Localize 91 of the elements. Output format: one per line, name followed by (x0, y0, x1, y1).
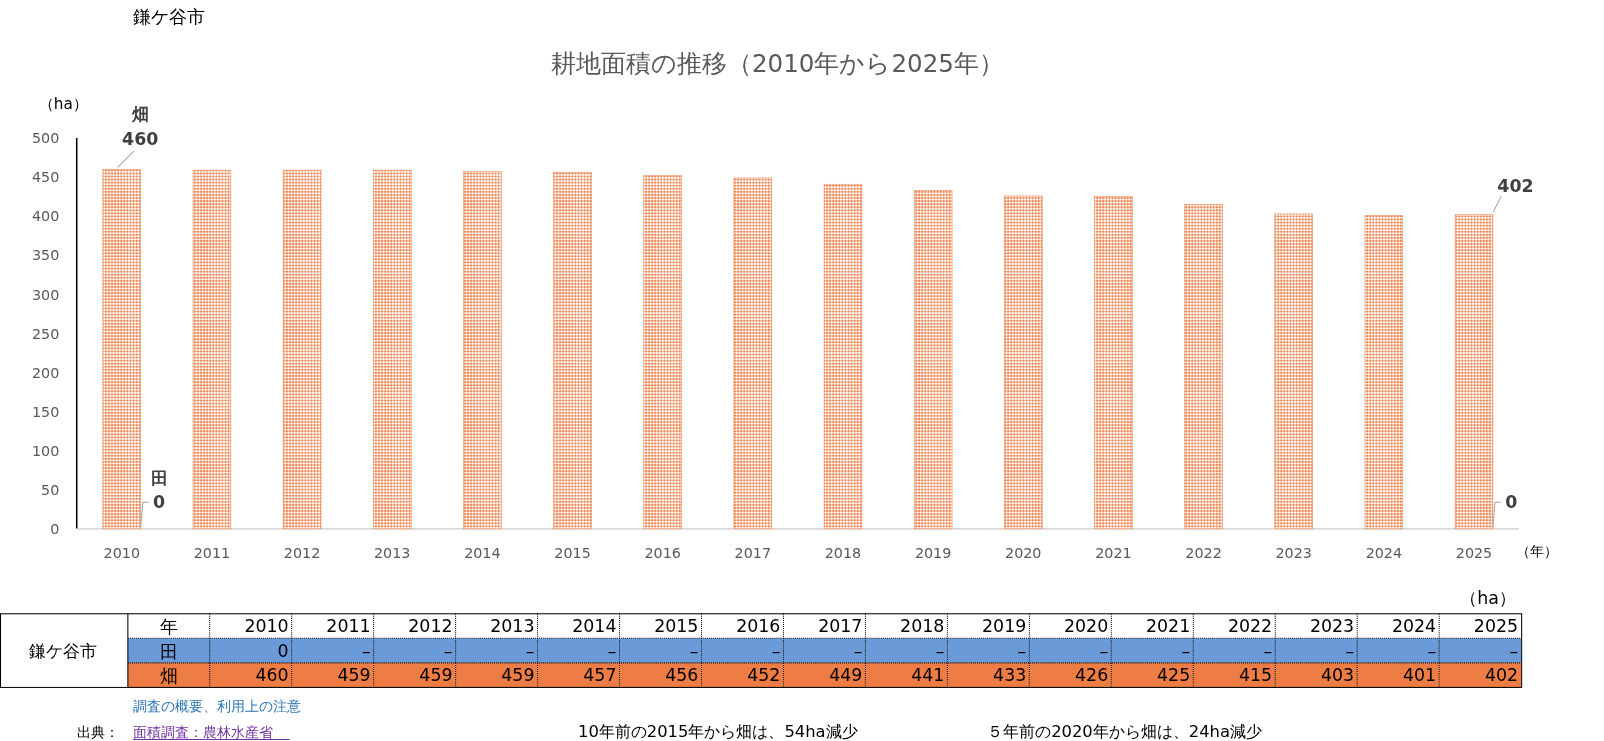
x-tick-label: 2022 (1227, 616, 1273, 637)
y-tick-label: 100 (32, 442, 60, 459)
text: – (1181, 640, 1191, 661)
x-tick-label: 2025 (1455, 544, 1493, 561)
text: – (443, 640, 453, 661)
y-tick-label: 150 (32, 403, 60, 420)
x-tick-label: 2015 (654, 616, 699, 637)
text: – (771, 640, 781, 661)
text: – (935, 640, 945, 661)
y-tick-label: 300 (32, 286, 60, 303)
text: 10年前の2015年から畑は、54ha減少 (577, 721, 858, 741)
annotation: 0 (1505, 492, 1518, 513)
y-tick-label: 0 (50, 520, 60, 537)
x-tick-label: 2018 (900, 616, 945, 637)
text: – (689, 640, 699, 661)
x-tick-label: 2020 (1064, 616, 1109, 637)
x-tick-label: 2013 (374, 544, 411, 561)
x-tick-label: 2015 (554, 544, 591, 561)
data-label: 456 (665, 665, 699, 686)
data-label: 460 (255, 665, 289, 686)
data-label: 459 (337, 665, 371, 686)
chart-title: 耕地面積の推移（2010年から2025年） (550, 48, 1004, 78)
data-label: 452 (747, 665, 781, 686)
y-tick-label: 450 (32, 169, 60, 186)
data-label: 426 (1075, 665, 1109, 686)
x-tick-label: 2014 (572, 616, 617, 637)
x-tick-label: 2014 (464, 544, 501, 561)
y-tick-label: 200 (32, 364, 60, 381)
data-label: 449 (829, 665, 863, 686)
x-tick-label: 2019 (982, 616, 1027, 637)
x-tick-label: 2018 (824, 544, 862, 561)
x-tick-label: 2012 (408, 616, 453, 637)
text: – (607, 640, 617, 661)
y-tick-label: 350 (32, 247, 60, 264)
y-tick-label: 400 (32, 208, 60, 225)
x-tick-label: 2017 (818, 616, 863, 637)
text: （ha） (1460, 587, 1517, 608)
data-label: 459 (419, 665, 453, 686)
text: – (525, 640, 535, 661)
x-tick-label: 2017 (734, 544, 772, 561)
chart-subtitle: 鎌ケ谷市 (132, 5, 205, 27)
text: ５年前の2020年から畑は、24ha減少 (987, 721, 1262, 741)
x-tick-label: 2023 (1275, 544, 1312, 561)
x-tick-label: 2011 (326, 616, 371, 637)
text: – (853, 640, 863, 661)
text: – (361, 640, 371, 661)
data-label: 403 (1320, 665, 1355, 686)
y-axis-title: （ha） (38, 95, 88, 114)
x-tick-label: 2024 (1391, 616, 1437, 637)
x-tick-label: 2010 (244, 616, 289, 637)
source-note: 出典： (76, 723, 119, 740)
data-label: 0 (277, 640, 289, 661)
x-tick-label: 2024 (1365, 544, 1403, 561)
data-label: 401 (1402, 665, 1437, 686)
x-tick-label: 2021 (1095, 544, 1132, 561)
x-tick-label: 2021 (1145, 616, 1191, 637)
y-tick-label: 250 (32, 325, 60, 342)
x-tick-label: 2013 (490, 616, 535, 637)
x-tick-label: 2016 (644, 544, 681, 561)
x-tick-label: 2023 (1309, 616, 1355, 637)
data-label: 460 (122, 128, 159, 149)
y-tick-label: 500 (32, 130, 60, 147)
x-axis-title: 年 (159, 616, 178, 638)
x-tick-label: 2019 (914, 544, 952, 561)
data-label: 425 (1157, 665, 1191, 686)
x-tick-label: 2022 (1185, 544, 1222, 561)
x-tick-label: 2025 (1473, 616, 1519, 637)
text: 調査の概要、利用上の注意 (132, 697, 301, 714)
text: – (1263, 640, 1273, 661)
text: 面積調査：農林水産省 (132, 723, 273, 740)
x-tick-label: 2010 (103, 544, 141, 561)
text: – (1345, 640, 1355, 661)
data-label: 441 (911, 665, 945, 686)
x-tick-label: 2012 (283, 544, 321, 561)
data-label: 402 (1497, 176, 1534, 197)
y-axis-title: 鎌ケ谷市 (29, 640, 98, 661)
data-label: 433 (993, 665, 1027, 686)
text: – (1509, 640, 1519, 661)
x-axis-title: （年） (1516, 543, 1559, 560)
data-label: 415 (1239, 665, 1273, 686)
data-label: 402 (1484, 665, 1519, 686)
text: 畑 (130, 104, 149, 125)
x-tick-label: 2016 (736, 616, 781, 637)
y-tick-label: 50 (41, 481, 60, 498)
data-label: 457 (583, 665, 617, 686)
x-tick-label: 2011 (193, 544, 231, 561)
data-label: 459 (501, 665, 535, 686)
x-tick-label: 2020 (1005, 544, 1042, 561)
text: – (1427, 640, 1437, 661)
text: – (1017, 640, 1027, 661)
text: – (1099, 640, 1109, 661)
